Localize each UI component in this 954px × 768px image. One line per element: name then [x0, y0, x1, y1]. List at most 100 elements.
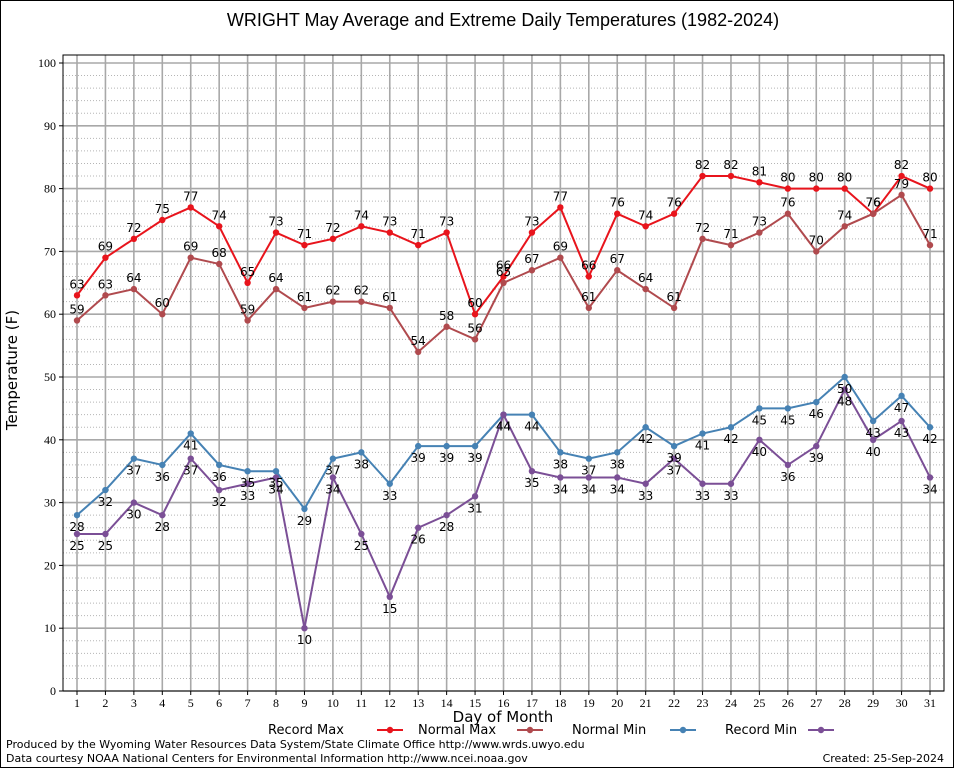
record-min-data-label: 40 — [865, 445, 880, 459]
y-tick-label: 0 — [50, 684, 56, 698]
record-max-data-label: 80 — [922, 171, 937, 185]
record-max-data-label: 73 — [382, 215, 397, 229]
record-min-data-label: 40 — [752, 445, 767, 459]
normal-max-point — [528, 267, 536, 274]
normal-min-data-label: 41 — [183, 439, 198, 453]
record-max-point — [699, 172, 706, 180]
normal-max-data-label: 71 — [723, 227, 738, 241]
data-labels: 63 69 72 75 77 74 65 73 71 72 74 73 71 73 60 66 73 77 66 76… — [69, 158, 937, 647]
record-min-data-label: 39 — [809, 451, 824, 465]
normal-max-point — [215, 260, 223, 268]
x-tick-label: 2 — [102, 696, 108, 710]
record-max-point — [130, 235, 138, 243]
normal-min-data-label: 35 — [240, 476, 255, 490]
record-max-data-label: 77 — [183, 189, 198, 203]
record-max-point — [670, 210, 678, 217]
record-min-point — [415, 524, 422, 531]
normal-max-data-label: 79 — [894, 177, 909, 191]
normal-min-point — [329, 455, 337, 462]
normal-max-point — [272, 285, 280, 293]
normal-min-data-label: 38 — [354, 457, 369, 471]
normal-min-data-label: 42 — [723, 432, 738, 446]
record-max-data-label: 76 — [610, 196, 625, 210]
x-tick-label: 30 — [896, 696, 908, 710]
normal-min-data-label: 32 — [98, 495, 113, 509]
x-tick-label: 13 — [412, 696, 424, 710]
normal-max-point — [813, 248, 820, 255]
record-min-point — [244, 480, 251, 487]
normal-min-point — [130, 455, 138, 462]
record-max-data-label: 71 — [297, 227, 312, 241]
record-max-point — [329, 235, 337, 243]
normal-min-point — [272, 468, 280, 475]
x-tick-label: 7 — [245, 696, 251, 710]
normal-max-legend-marker — [526, 726, 534, 734]
record-min-point — [73, 530, 81, 538]
normal-max-data-label: 54 — [411, 334, 426, 348]
normal-min-point — [699, 430, 706, 437]
normal-min-point — [813, 398, 820, 406]
record-max-data-label: 75 — [155, 202, 170, 216]
normal-max-data-label: 68 — [212, 246, 227, 260]
record-min-data-label: 25 — [354, 539, 369, 553]
record-min-data-label: 33 — [695, 489, 710, 503]
record-max-point — [784, 185, 792, 192]
record-min-point — [159, 511, 166, 519]
normal-max-data-label: 61 — [581, 290, 596, 304]
normal-max-point — [926, 241, 934, 249]
record-min-point — [329, 474, 337, 481]
record-max-point — [642, 223, 649, 230]
normal-max-data-label: 63 — [98, 277, 113, 291]
record-max-data-label: 73 — [439, 215, 454, 229]
normal-min-point — [670, 442, 678, 450]
record-min-data-label: 10 — [297, 633, 312, 647]
normal-min-point — [642, 424, 649, 431]
normal-max-data-label: 61 — [297, 290, 312, 304]
normal-max-data-label: 72 — [695, 221, 710, 235]
chart-title: WRIGHT May Average and Extreme Daily Tem… — [227, 10, 779, 30]
y-axis-label: Temperature (F) — [3, 310, 21, 431]
normal-min-point — [585, 455, 592, 462]
record-min-data-label: 43 — [894, 426, 909, 440]
x-tick-label: 4 — [159, 696, 165, 710]
normal-min-point — [727, 424, 735, 431]
normal-min-point — [187, 430, 194, 437]
y-tick-label: 80 — [44, 182, 56, 196]
record-min-point — [187, 455, 194, 462]
record-min-data-label: 25 — [98, 539, 113, 553]
normal-min-data-label: 35 — [268, 476, 283, 490]
x-tick-label: 1 — [74, 696, 80, 710]
normal-min-data-label: 38 — [610, 457, 625, 471]
normal-min-data-label: 39 — [439, 451, 454, 465]
record-min-point — [102, 530, 109, 538]
record-min-data-label: 25 — [69, 539, 84, 553]
record-min-point — [869, 436, 877, 443]
record-min-data-label: 33 — [723, 489, 738, 503]
x-tick-label: 19 — [583, 696, 595, 710]
normal-max-data-label: 67 — [610, 252, 625, 266]
x-tick-label: 9 — [301, 696, 307, 710]
record-max-point — [756, 179, 763, 186]
normal-min-point — [528, 411, 536, 418]
normal-max-point — [756, 229, 763, 236]
record-max-point — [585, 273, 592, 280]
record-max-point — [727, 172, 735, 180]
normal-max-point — [244, 317, 251, 324]
x-tick-label: 6 — [216, 696, 222, 710]
record-max-data-label: 77 — [553, 189, 568, 203]
record-max-data-label: 66 — [496, 259, 511, 273]
footer-credit-line-2: Data courtesy NOAA National Centers for … — [6, 752, 528, 765]
normal-max-point — [727, 241, 735, 249]
record-min-data-label: 33 — [240, 489, 255, 503]
record-max-data-label: 74 — [638, 208, 653, 222]
record-max-point — [926, 185, 934, 192]
normal-max-point — [102, 292, 109, 299]
record-min-data-label: 37 — [666, 464, 681, 478]
record-max-point — [102, 254, 109, 261]
normal-min-data-label: 39 — [411, 451, 426, 465]
record-min-data-label: 34 — [922, 482, 937, 496]
x-tick-label: 5 — [188, 696, 194, 710]
record-max-data-label: 82 — [723, 158, 738, 172]
normal-max-point — [869, 210, 877, 217]
record-min-point — [585, 474, 592, 481]
